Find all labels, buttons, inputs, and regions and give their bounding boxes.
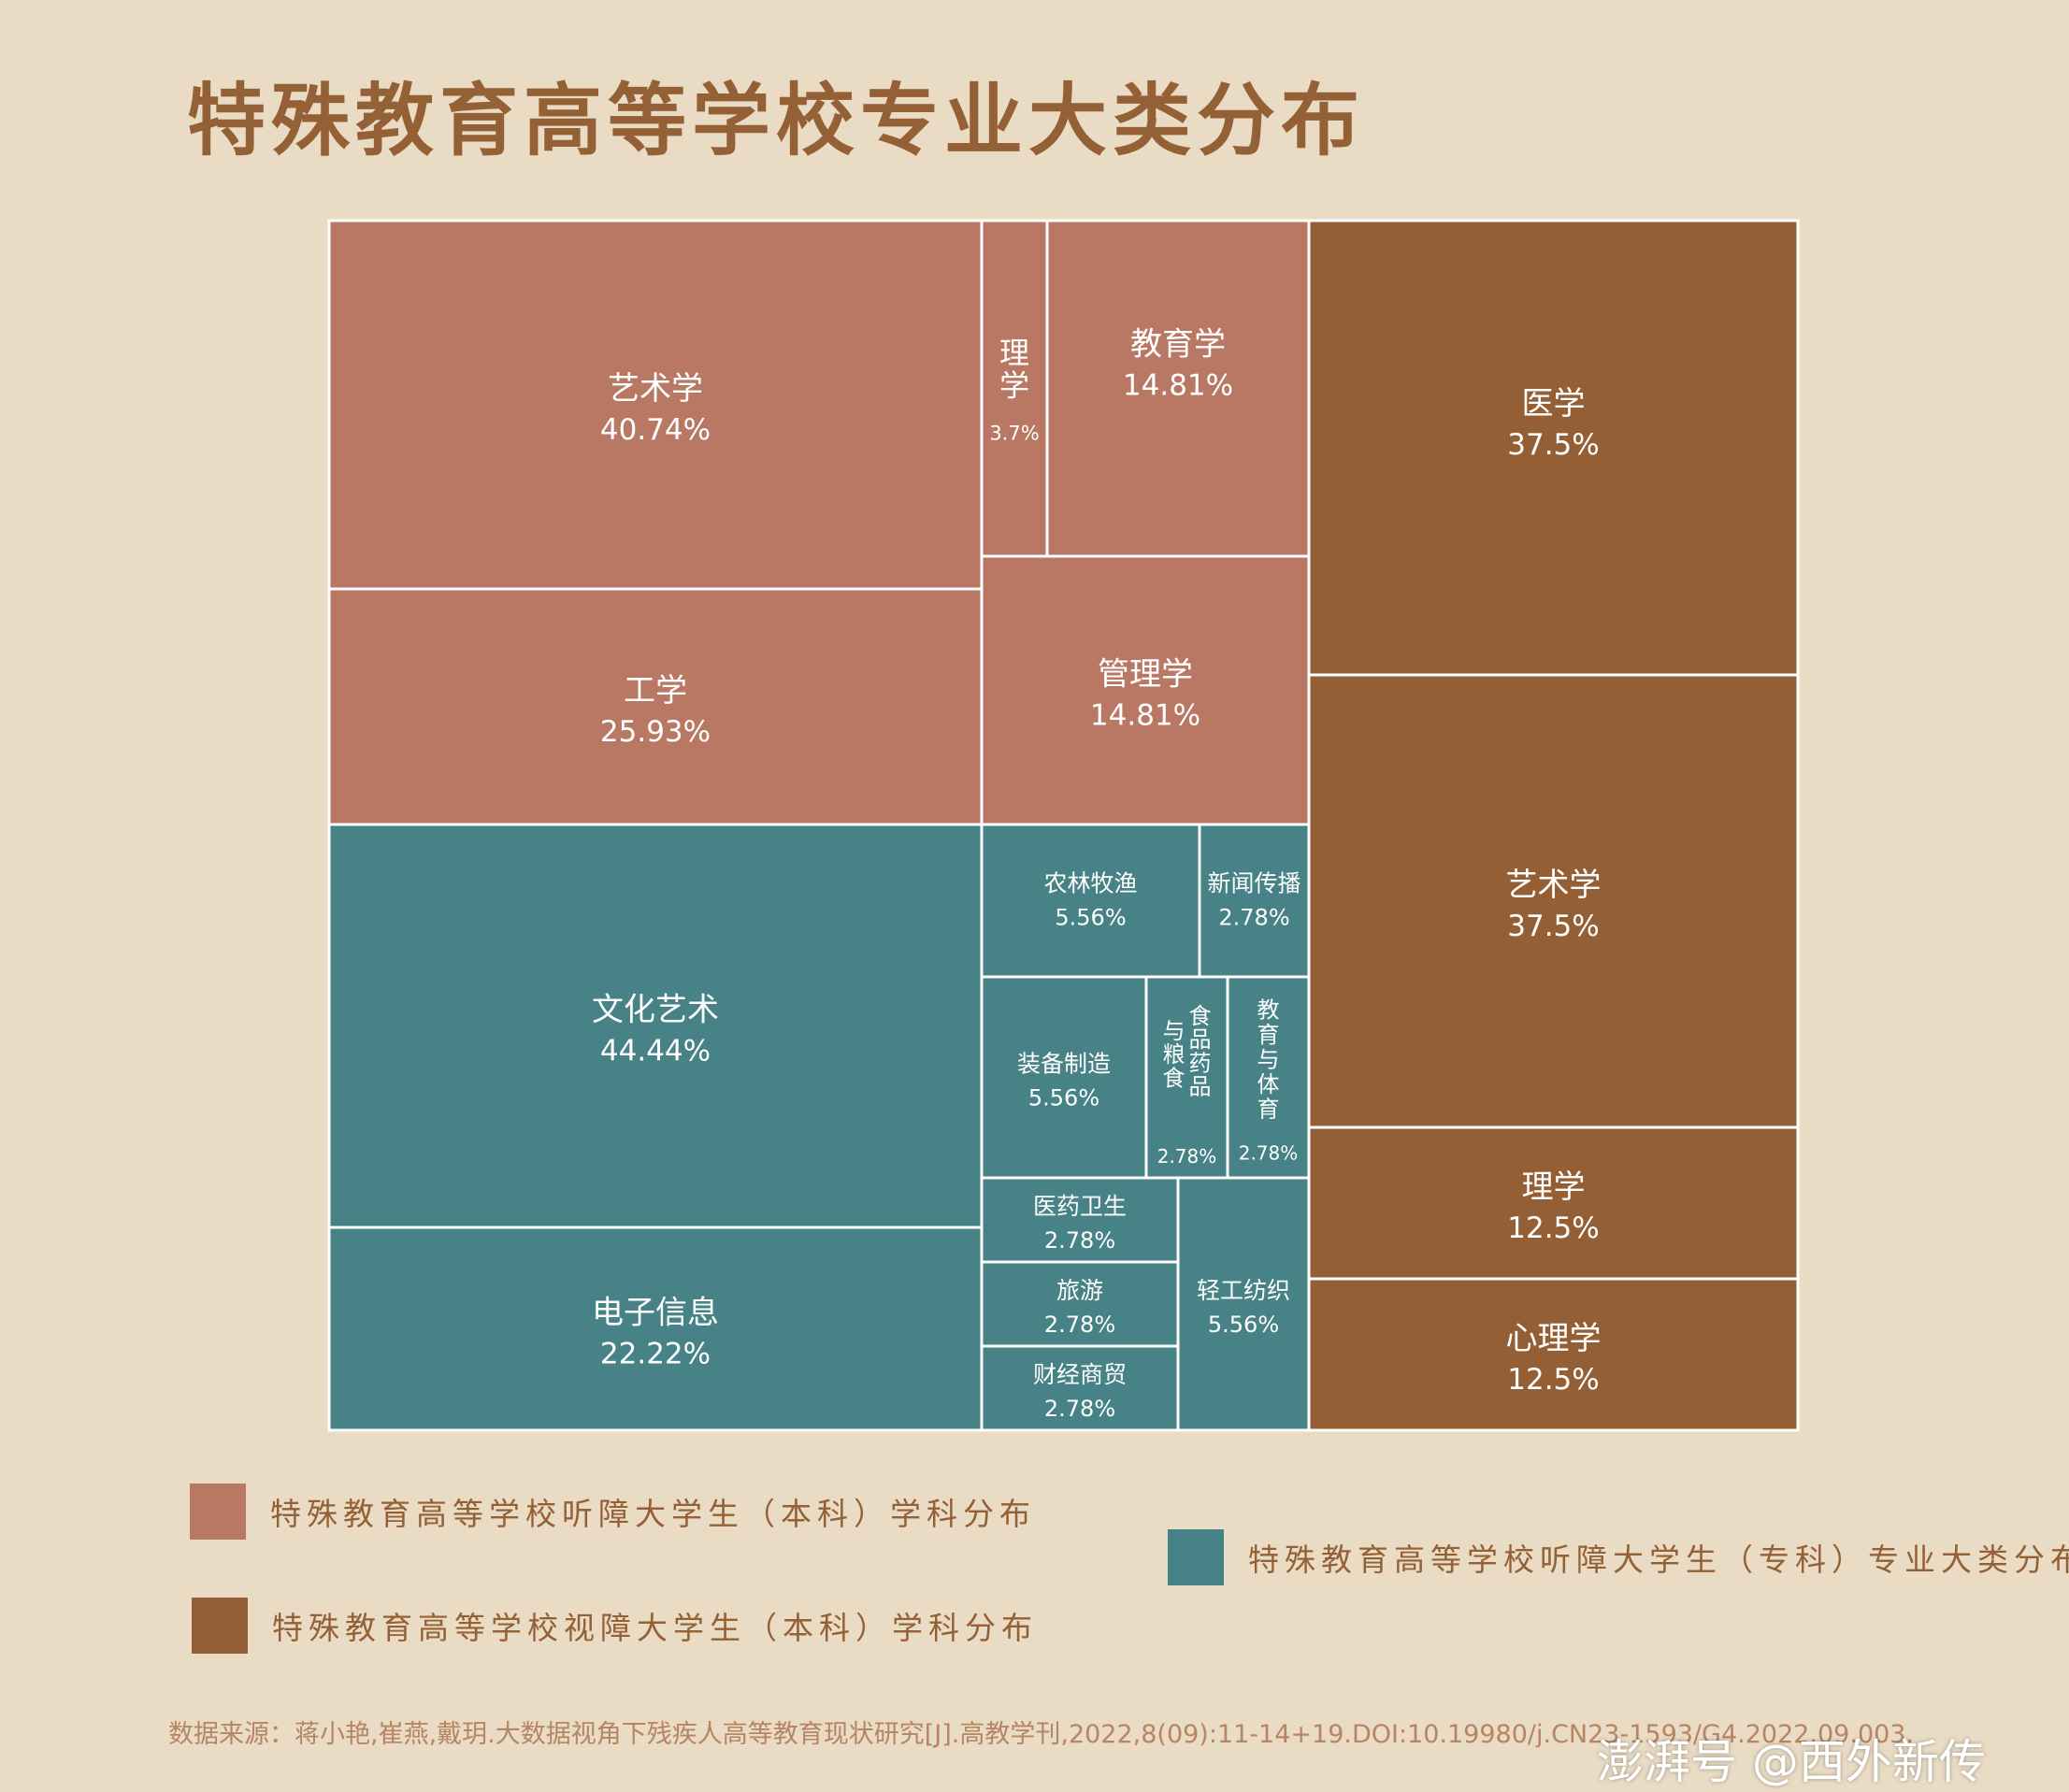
legend-label: 特殊教育高等学校听障大学生（专科）专业大类分布: [1248, 1541, 2069, 1578]
cell-value-label: 3.7%: [989, 423, 1039, 445]
cell-name-label: 医学: [1522, 385, 1586, 423]
treemap-cell: [327, 823, 984, 1229]
cell-name-label: 与粮食: [1163, 1018, 1185, 1091]
cell-value-label: 2.78%: [1044, 1312, 1115, 1338]
cell-value-label: 44.44%: [600, 1035, 711, 1068]
cell-value-label: 5.56%: [1055, 905, 1126, 931]
cell-value-label: 5.56%: [1208, 1312, 1279, 1338]
treemap-cell: [1198, 823, 1311, 979]
cell-name-label: 教育与体育: [1257, 997, 1280, 1123]
cell-name-label: 理学: [999, 335, 1029, 403]
treemap-cell: [980, 975, 1148, 1180]
cell-name-label: 轻工纺织: [1197, 1277, 1290, 1304]
treemap-cell: [1307, 673, 1800, 1129]
cell-name-label: 旅游: [1056, 1277, 1103, 1304]
treemap-cell: [980, 823, 1201, 979]
cell-name-label: 食品药品: [1189, 1003, 1212, 1100]
cell-name-label: 心理学: [1506, 1320, 1602, 1357]
treemap-cell: [1176, 1176, 1311, 1432]
treemap-cell: [980, 219, 1049, 558]
chart-title: 特殊教育高等学校专业大类分布: [187, 75, 1366, 166]
legend-label: 特殊教育高等学校听障大学生（本科）学科分布: [270, 1496, 1036, 1532]
legend-label: 特殊教育高等学校视障大学生（本科）学科分布: [272, 1610, 1038, 1646]
treemap-cell: [327, 1226, 984, 1432]
cell-name-label: 新闻传播: [1207, 870, 1300, 897]
treemap-cell: [1226, 975, 1311, 1180]
treemap-cell: [980, 1344, 1180, 1432]
cell-name-label: 艺术学: [608, 370, 703, 408]
legend-swatch: [1168, 1529, 1224, 1585]
cell-name-label: 理学: [1522, 1168, 1586, 1206]
data-source-note: 数据来源：蒋小艳,崔燕,戴玥.大数据视角下残疾人高等教育现状研究[J].高教学刊…: [168, 1720, 1915, 1749]
cell-value-label: 5.56%: [1028, 1085, 1099, 1111]
legend-swatch: [190, 1484, 246, 1540]
cell-name-label: 管理学: [1098, 656, 1193, 694]
treemap-cell: [1307, 1125, 1800, 1281]
legend-swatch: [192, 1598, 248, 1654]
cell-name-label: 农林牧渔: [1043, 870, 1137, 897]
treemap-cell: [1307, 1277, 1800, 1432]
cell-name-label: 电子信息: [592, 1295, 719, 1332]
cell-value-label: 37.5%: [1507, 428, 1599, 462]
treemap-cell: [1144, 975, 1229, 1180]
legend-item-hearing-bachelor: 特殊教育高等学校听障大学生（本科）学科分布: [190, 1484, 1036, 1540]
cell-name-label: 医药卫生: [1033, 1193, 1127, 1220]
cell-value-label: 12.5%: [1507, 1363, 1599, 1397]
cell-value-label: 25.93%: [600, 715, 711, 749]
cell-value-label: 40.74%: [600, 413, 711, 447]
cell-name-label: 艺术学: [1506, 867, 1602, 904]
treemap-cell: [327, 587, 984, 826]
cell-value-label: 2.78%: [1044, 1227, 1115, 1254]
cell-name-label: 教育学: [1130, 326, 1226, 364]
cell-value-label: 2.78%: [1044, 1396, 1115, 1422]
cell-value-label: 2.78%: [1157, 1145, 1217, 1168]
cell-name-label: 文化艺术: [592, 992, 719, 1029]
treemap-cell: [1307, 219, 1800, 677]
cell-name-label: 工学: [624, 672, 687, 710]
treemap-cell: [980, 1176, 1180, 1264]
treemap-cell: [1045, 219, 1311, 558]
treemap-cell: [327, 219, 984, 591]
legend-item-hearing-associate: 特殊教育高等学校听障大学生（专科）专业大类分布: [1168, 1529, 2069, 1585]
cell-value-label: 2.78%: [1218, 905, 1289, 931]
cell-value-label: 12.5%: [1507, 1211, 1599, 1245]
cell-value-label: 2.78%: [1239, 1141, 1299, 1164]
legend-item-visual-bachelor: 特殊教育高等学校视障大学生（本科）学科分布: [192, 1598, 1038, 1654]
cell-value-label: 22.22%: [600, 1338, 711, 1371]
cell-value-label: 14.81%: [1090, 699, 1200, 733]
cell-name-label: 财经商贸: [1033, 1361, 1127, 1388]
watermark: 澎湃号 @西外新传: [1597, 1735, 1986, 1789]
cell-name-label: 装备制造: [1017, 1051, 1111, 1078]
cell-value-label: 37.5%: [1507, 910, 1599, 943]
cell-value-label: 14.81%: [1123, 369, 1233, 403]
treemap-chart: 艺术学 40.74% 工学 25.93% 理学 3.7% 教育学 14.81% 管理学 14.81…: [327, 219, 1800, 1432]
